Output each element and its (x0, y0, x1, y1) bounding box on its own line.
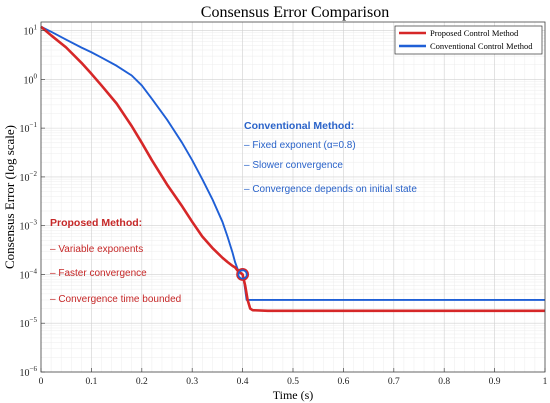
y-tick-label: 10−1 (20, 121, 38, 135)
x-axis-label: Time (s) (273, 388, 314, 402)
y-tick-label: 101 (24, 24, 38, 38)
x-tick-label: 1 (543, 377, 548, 387)
y-axis-ticks: 101 100 10−1 10−2 10−3 10−4 10−5 10−6 (20, 24, 45, 379)
plot-area (40, 21, 546, 373)
y-tick-label: 10−6 (20, 365, 38, 379)
x-tick-label: 0.6 (337, 377, 349, 387)
annotation-conventional-title: Conventional Method: (244, 120, 354, 132)
series-line-conventional (40, 25, 545, 301)
legend-label-conventional: Conventional Control Method (430, 41, 533, 51)
x-tick-label: 0.3 (186, 377, 198, 387)
marker-conventional (237, 269, 248, 280)
series-line-proposed (40, 25, 545, 313)
y-tick-label: 10−4 (20, 267, 38, 281)
annotation-conventional-line: – Convergence depends on initial state (244, 184, 417, 195)
annotation-conventional: Conventional Method: – Fixed exponent (α… (244, 120, 417, 195)
x-axis-ticks: 0 0.1 0.2 0.3 0.4 0.5 0.6 0.7 0.8 0.9 1 (39, 368, 548, 387)
annotation-proposed-line: – Faster convergence (50, 268, 147, 279)
legend-label-proposed: Proposed Control Method (430, 28, 519, 38)
legend-box (394, 25, 543, 55)
y-axis-label: Consensus Error (log scale) (2, 125, 17, 269)
annotation-proposed: Proposed Method: – Variable exponents – … (50, 217, 181, 305)
annotation-proposed-line: – Variable exponents (50, 244, 143, 255)
annotation-proposed-title: Proposed Method: (50, 217, 142, 229)
x-tick-label: 0.1 (85, 377, 97, 387)
x-tick-label: 0.5 (287, 377, 299, 387)
convergence-markers (236, 268, 250, 281)
series-lines (40, 25, 545, 313)
annotation-conventional-line: – Slower convergence (244, 160, 343, 171)
annotation-proposed-line: – Convergence time bounded (50, 294, 181, 305)
y-tick-label: 10−5 (20, 316, 38, 330)
chart-title: Consensus Error Comparison (201, 4, 389, 21)
annotation-conventional-line: – Fixed exponent (α=0.8) (244, 140, 356, 151)
x-tick-label: 0.8 (438, 377, 450, 387)
y-tick-label: 100 (24, 72, 38, 86)
y-tick-label: 10−3 (20, 219, 38, 233)
x-tick-label: 0.4 (237, 377, 249, 387)
marker-proposed (236, 268, 250, 281)
x-tick-label: 0.2 (136, 377, 148, 387)
legend: Proposed Control Method Conventional Con… (394, 25, 543, 55)
x-tick-label: 0 (39, 377, 44, 387)
x-tick-label: 0.9 (489, 377, 501, 387)
y-tick-label: 10−2 (20, 170, 38, 184)
x-tick-label: 0.7 (388, 377, 400, 387)
